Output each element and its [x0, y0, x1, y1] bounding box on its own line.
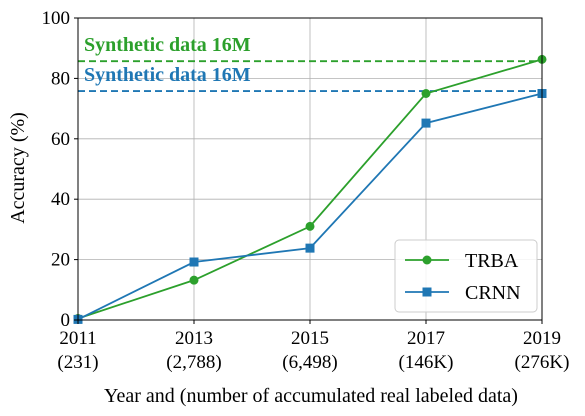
x-tick-label-year: 2013 — [175, 328, 213, 349]
y-tick-label: 80 — [51, 68, 70, 89]
legend-swatch-marker — [422, 287, 432, 297]
legend-label: TRBA — [465, 250, 519, 272]
y-axis-ticks: 0 20 40 60 80 100 — [42, 8, 78, 331]
x-tick-label-count: (6,498) — [282, 352, 337, 373]
data-point-crnn — [189, 257, 199, 267]
legend-label: CRNN — [465, 282, 521, 304]
reference-line-label: Synthetic data 16M — [84, 64, 251, 86]
legend: TRBA CRNN — [394, 239, 538, 313]
x-tick-label-year: 2019 — [523, 328, 561, 349]
data-point-crnn — [421, 118, 431, 128]
x-tick-label-year: 2015 — [291, 328, 329, 349]
y-tick-label: 40 — [51, 189, 70, 210]
data-point-trba — [305, 221, 315, 231]
x-tick-label-count: (231) — [57, 352, 98, 373]
y-tick-label: 0 — [61, 310, 71, 331]
x-axis-label: Year and (number of accumulated real lab… — [104, 385, 518, 407]
x-tick-label-count: (276K) — [515, 352, 570, 373]
y-tick-label: 100 — [42, 8, 71, 29]
legend-swatch-marker — [422, 255, 432, 265]
y-axis-label: Accuracy (%) — [7, 112, 29, 224]
data-point-crnn — [305, 243, 315, 253]
y-tick-label: 20 — [51, 250, 70, 271]
x-tick-label-year: 2017 — [407, 328, 445, 349]
data-point-trba — [189, 275, 199, 285]
x-axis-ticks: 2011 (231) 2013 (2,788) 2015 (6,498) 2017 (146K… — [57, 320, 569, 373]
reference-lines: Synthetic data 16M Synthetic data 16M — [78, 34, 542, 92]
x-tick-label-count: (2,788) — [166, 352, 221, 373]
x-tick-label-year: 2011 — [59, 328, 96, 349]
data-point-trba — [421, 89, 431, 98]
y-tick-label: 60 — [51, 129, 70, 150]
reference-line-label: Synthetic data 16M — [84, 34, 251, 56]
x-tick-label-count: (146K) — [399, 352, 454, 373]
